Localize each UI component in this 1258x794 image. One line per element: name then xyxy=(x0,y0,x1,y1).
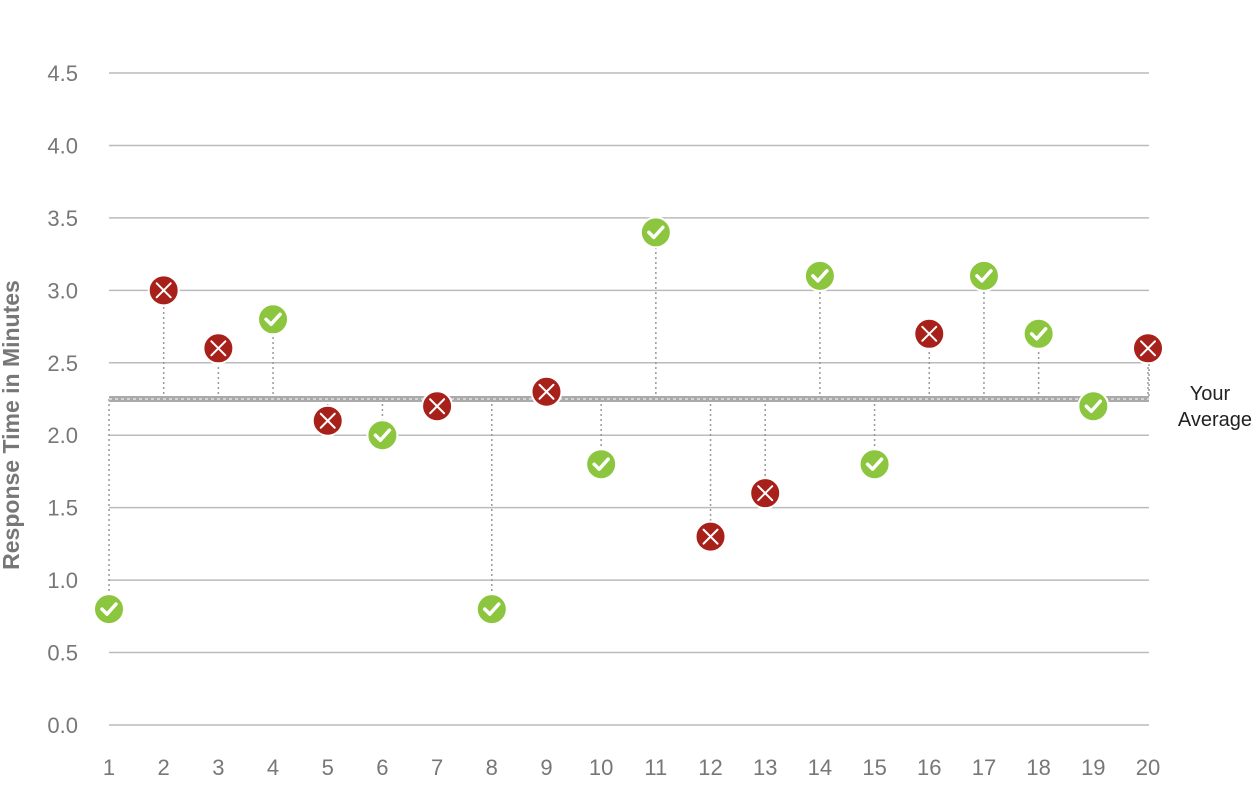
data-point-ok xyxy=(1022,317,1055,350)
data-point-ok xyxy=(803,259,836,292)
check-icon xyxy=(373,428,392,442)
data-point-ok xyxy=(93,593,125,626)
x-tick-label: 19 xyxy=(1081,755,1105,780)
x-tick-label: 12 xyxy=(698,755,722,780)
x-tick-label: 11 xyxy=(644,755,667,780)
y-tick-label: 1.0 xyxy=(47,568,78,593)
data-point-marker xyxy=(803,259,836,292)
data-point-ok xyxy=(366,419,399,452)
x-tick-label: 6 xyxy=(376,755,388,780)
data-point-marker xyxy=(475,593,508,626)
check-icon xyxy=(100,602,118,616)
y-tick-label: 2.5 xyxy=(47,351,78,376)
check-icon xyxy=(592,457,610,471)
data-point-ok xyxy=(967,259,1000,292)
data-point-marker xyxy=(257,303,290,336)
x-tick-label: 2 xyxy=(158,755,170,780)
y-tick-label: 4.0 xyxy=(47,133,78,158)
x-tick-label: 9 xyxy=(540,755,552,780)
data-point-marker xyxy=(93,593,125,626)
x-icon xyxy=(921,325,938,342)
check-icon xyxy=(1084,399,1103,413)
check-icon xyxy=(483,602,501,616)
data-points xyxy=(93,216,1164,626)
data-point-miss xyxy=(749,477,782,510)
data-point-miss xyxy=(913,317,946,350)
check-icon xyxy=(975,269,993,283)
x-tick-label: 4 xyxy=(267,755,279,780)
x-tick-label: 3 xyxy=(212,755,224,780)
data-point-ok xyxy=(257,303,290,336)
average-label-line-1: Your xyxy=(1190,383,1231,405)
data-point-miss xyxy=(1132,332,1164,365)
check-icon xyxy=(264,312,282,327)
x-tick-label: 15 xyxy=(862,755,886,780)
data-point-miss xyxy=(694,520,727,553)
check-icon xyxy=(647,225,665,240)
x-tick-label: 13 xyxy=(753,755,777,780)
check-icon xyxy=(1029,327,1048,341)
y-tick-label: 1.5 xyxy=(47,496,78,521)
x-tick-label: 20 xyxy=(1136,755,1160,780)
data-point-miss xyxy=(311,404,344,437)
data-point-ok xyxy=(858,448,891,481)
check-icon xyxy=(865,457,884,471)
x-icon xyxy=(1140,340,1156,357)
data-point-miss xyxy=(147,274,180,307)
y-tick-label: 2.0 xyxy=(47,423,78,448)
data-point-miss xyxy=(202,332,235,365)
x-icon xyxy=(210,340,227,357)
data-point-ok xyxy=(585,448,618,481)
data-point-miss xyxy=(421,390,454,423)
data-point-ok xyxy=(639,216,672,249)
data-point-miss xyxy=(530,375,563,408)
y-tick-label: 3.0 xyxy=(47,278,78,303)
x-tick-label: 14 xyxy=(808,755,832,780)
x-tick-label: 10 xyxy=(589,755,613,780)
data-point-marker xyxy=(1022,317,1055,350)
data-point-marker xyxy=(858,448,891,481)
y-axis-label: Response Time in Minutes xyxy=(0,280,24,570)
x-tick-label: 16 xyxy=(917,755,941,780)
data-point-ok xyxy=(475,593,508,626)
y-axis-ticks: 0.0 0.5 1.0 1.5 2.0 2.5 3.0 3.5 4.0 4.5 xyxy=(47,61,78,738)
data-point-marker xyxy=(967,259,1000,292)
x-icon xyxy=(757,485,774,502)
x-tick-label: 8 xyxy=(486,755,498,780)
x-icon xyxy=(155,282,172,299)
x-axis-ticks: 1 2 3 4 5 6 7 8 9 10 11 12 13 14 15 16 17 18 19 20 xyxy=(103,755,1160,780)
y-tick-label: 0.5 xyxy=(47,641,78,666)
y-tick-label: 0.0 xyxy=(47,713,78,738)
x-tick-label: 18 xyxy=(1026,755,1050,780)
y-tick-label: 4.5 xyxy=(47,61,78,86)
data-point-marker xyxy=(366,419,399,452)
x-icon xyxy=(702,528,719,545)
y-tick-label: 3.5 xyxy=(47,206,78,231)
check-icon xyxy=(811,269,829,283)
x-icon xyxy=(319,412,336,429)
average-label-line-2: Average xyxy=(1178,409,1252,431)
average-line-group xyxy=(109,364,1150,402)
x-icon xyxy=(429,398,446,415)
data-point-marker xyxy=(585,448,618,481)
x-tick-label: 7 xyxy=(431,755,443,780)
grid-lines xyxy=(109,72,1149,726)
x-tick-label: 17 xyxy=(972,755,996,780)
x-tick-label: 5 xyxy=(322,755,334,780)
data-point-marker xyxy=(639,216,672,249)
x-icon xyxy=(538,383,555,400)
x-tick-label: 1 xyxy=(103,755,115,780)
data-point-ok xyxy=(1077,390,1110,423)
data-point-marker xyxy=(1077,390,1110,423)
